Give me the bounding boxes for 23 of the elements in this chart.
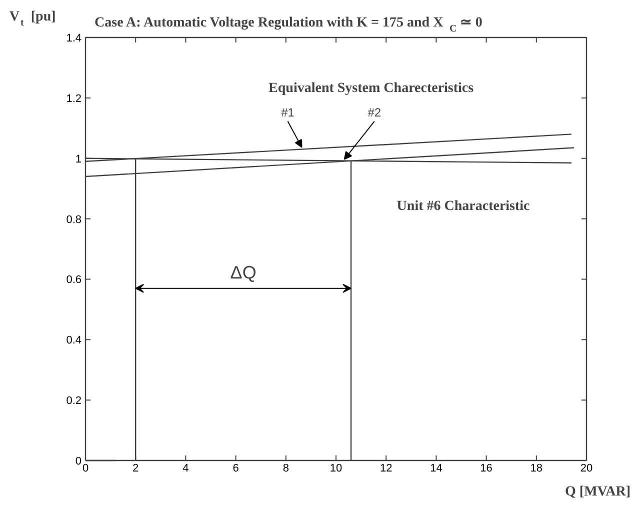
y-tick-label: 1 xyxy=(75,153,82,166)
y-tick-label: 1.4 xyxy=(66,32,82,44)
annotation: ΔQ xyxy=(230,262,256,282)
y-tick-label: 0.4 xyxy=(66,334,82,347)
text: #1 xyxy=(281,105,295,120)
text: Unit #6 Characteristic xyxy=(396,199,530,214)
x-tick-label: 18 xyxy=(530,462,543,474)
x-tick-label: 20 xyxy=(580,462,593,474)
text: #2 xyxy=(368,105,382,120)
y-tick-label: 0.8 xyxy=(66,214,82,226)
x-tick-label: 4 xyxy=(182,462,189,474)
x-tick-label: 8 xyxy=(282,462,289,474)
y-tick-label: 0.2 xyxy=(66,395,82,408)
y-tick-label: 1.2 xyxy=(66,92,82,105)
x-tick-label: 2 xyxy=(132,462,139,474)
x-tick-label: 6 xyxy=(232,462,239,474)
y-tick-label: 0.6 xyxy=(66,274,82,286)
x-tick-label: 10 xyxy=(330,462,342,474)
x-tick-label: 14 xyxy=(430,462,442,474)
x-tick-label: 16 xyxy=(480,462,492,474)
annotation: Equivalent System Charecteristics xyxy=(268,80,474,96)
x-axis-title: Q [MVAR] xyxy=(565,484,631,500)
x-tick-label: 12 xyxy=(380,462,392,474)
